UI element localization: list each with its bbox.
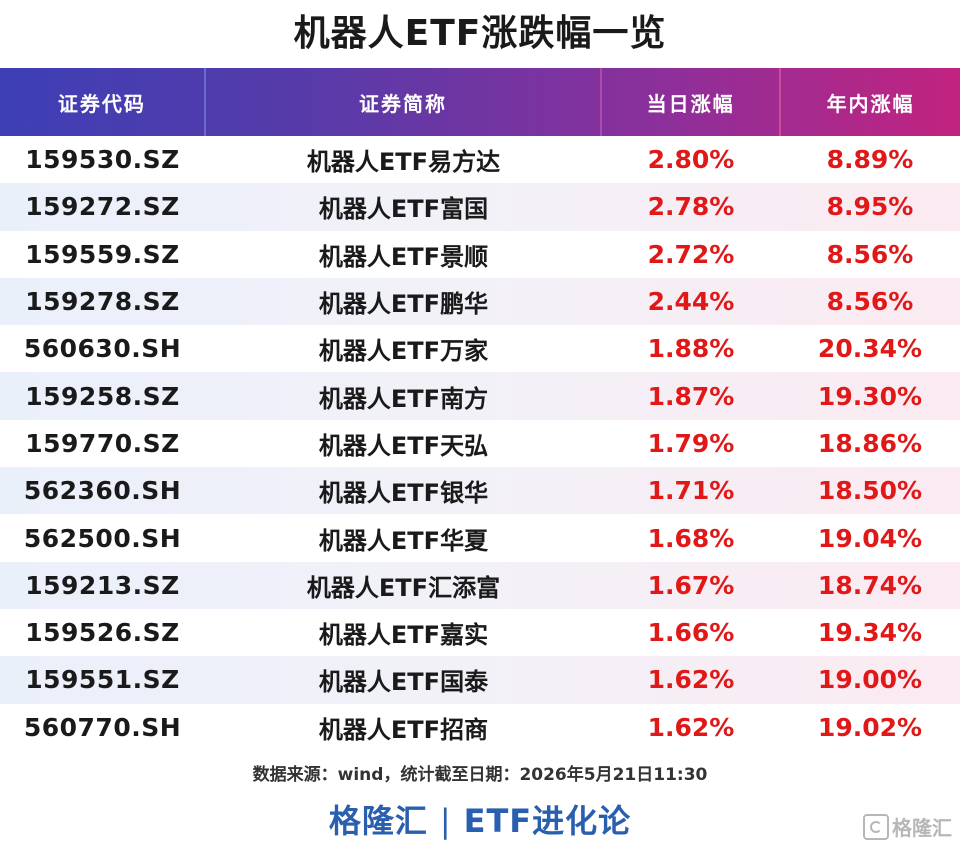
table-row: 560630.SH 机器人ETF万家 1.88% 20.34% — [0, 325, 960, 372]
cell-name: 机器人ETF国泰 — [318, 668, 489, 697]
table-row: 159258.SZ 机器人ETF南方 1.87% 19.30% — [0, 372, 960, 420]
cell-name: 机器人ETF嘉实 — [318, 621, 489, 650]
cell-day-change: 1.79% — [647, 428, 735, 458]
header-name: 证券简称 — [203, 68, 601, 136]
cell-ytd-change: 18.74% — [817, 570, 923, 600]
cell-code: 562500.SH — [23, 523, 182, 553]
cell-day-change: 2.44% — [647, 287, 735, 317]
cell-code: 159278.SZ — [25, 287, 180, 317]
cell-day-change: 1.88% — [647, 334, 735, 364]
header-day-change: 当日涨幅 — [600, 68, 779, 136]
table-row: 159770.SZ 机器人ETF天弘 1.79% 18.86% — [0, 420, 960, 467]
cell-code: 159272.SZ — [25, 192, 180, 222]
cell-ytd-change: 8.56% — [826, 239, 914, 269]
table-header: 证券代码 证券简称 当日涨幅 年内涨幅 — [0, 68, 960, 136]
watermark: 格隆汇 — [863, 812, 952, 841]
table-row: 159526.SZ 机器人ETF嘉实 1.66% 19.34% — [0, 609, 960, 656]
cell-name: 机器人ETF南方 — [318, 384, 489, 413]
header-ytd-change: 年内涨幅 — [779, 68, 960, 136]
cell-name: 机器人ETF银华 — [318, 479, 489, 508]
cell-code: 159770.SZ — [25, 428, 180, 458]
cell-code: 159551.SZ — [25, 665, 180, 695]
cell-day-change: 1.71% — [647, 476, 735, 506]
cell-day-change: 2.72% — [647, 239, 735, 269]
cell-day-change: 1.67% — [647, 570, 735, 600]
header-code: 证券代码 — [57, 91, 146, 116]
cell-day-change: 1.62% — [647, 712, 735, 742]
table-row: 562360.SH 机器人ETF银华 1.71% 18.50% — [0, 467, 960, 515]
cell-code: 159559.SZ — [25, 239, 180, 269]
table-row: 562500.SH 机器人ETF华夏 1.68% 19.04% — [0, 514, 960, 561]
cell-ytd-change: 19.00% — [817, 665, 923, 695]
cell-name: 机器人ETF富国 — [318, 195, 489, 224]
cell-name: 机器人ETF汇添富 — [306, 573, 501, 602]
footer-brand-name: 格隆汇 — [328, 802, 428, 840]
table-row: 159213.SZ 机器人ETF汇添富 1.67% 18.74% — [0, 561, 960, 609]
cell-day-change: 2.80% — [647, 145, 735, 175]
cell-code: 159213.SZ — [25, 570, 180, 600]
cell-ytd-change: 20.34% — [817, 334, 923, 364]
cell-code: 560630.SH — [23, 334, 182, 364]
table-row: 159278.SZ 机器人ETF鹏华 2.44% 8.56% — [0, 277, 960, 326]
cell-ytd-change: 19.04% — [817, 523, 923, 553]
data-source-note: 数据来源：wind，统计截至日期：2026年5月21日11:30 — [252, 765, 708, 785]
table-body: 159530.SZ 机器人ETF易方达 2.80% 8.89% 159272.SZ 机器人… — [0, 136, 960, 751]
footer-column-name: ETF进化论 — [463, 802, 632, 840]
footer-brand: 格隆汇 | ETF进化论 — [0, 796, 960, 842]
table-row: 159530.SZ 机器人ETF易方达 2.80% 8.89% — [0, 136, 960, 183]
cell-day-change: 1.62% — [647, 665, 735, 695]
cell-day-change: 1.87% — [647, 381, 735, 411]
cell-name: 机器人ETF华夏 — [318, 526, 489, 555]
cell-ytd-change: 18.50% — [817, 476, 923, 506]
cell-name: 机器人ETF易方达 — [306, 148, 501, 177]
cell-code: 159530.SZ — [25, 145, 180, 175]
cell-name: 机器人ETF景顺 — [318, 242, 489, 271]
cell-day-change: 2.78% — [647, 192, 735, 222]
footer-separator: | — [439, 802, 452, 840]
cell-code: 159258.SZ — [25, 381, 180, 411]
watermark-text: 格隆汇 — [892, 816, 952, 840]
cell-name: 机器人ETF万家 — [318, 337, 489, 366]
cell-name: 机器人ETF天弘 — [318, 431, 489, 460]
page-title: 机器人ETF涨跌幅一览 — [293, 13, 667, 54]
cell-ytd-change: 19.02% — [817, 712, 923, 742]
cell-day-change: 1.68% — [647, 523, 735, 553]
cell-ytd-change: 19.30% — [817, 381, 923, 411]
cell-name: 机器人ETF鹏华 — [318, 290, 489, 319]
cell-ytd-change: 18.86% — [817, 428, 923, 458]
cell-code: 562360.SH — [23, 476, 182, 506]
cell-ytd-change: 19.34% — [817, 618, 923, 648]
table-row: 560770.SH 机器人ETF招商 1.62% 19.02% — [0, 704, 960, 751]
gelonghui-logo-icon — [863, 813, 889, 840]
table-row: 159551.SZ 机器人ETF国泰 1.62% 19.00% — [0, 656, 960, 704]
table-row: 159559.SZ 机器人ETF景顺 2.72% 8.56% — [0, 231, 960, 278]
cell-code: 159526.SZ — [25, 618, 180, 648]
cell-ytd-change: 8.95% — [826, 192, 914, 222]
cell-name: 机器人ETF招商 — [318, 715, 489, 744]
etf-table: 证券代码 证券简称 当日涨幅 年内涨幅 159530.SZ 机器人ETF易方达 2.… — [0, 68, 960, 751]
cell-code: 560770.SH — [23, 712, 182, 742]
cell-day-change: 1.66% — [647, 618, 735, 648]
cell-ytd-change: 8.56% — [826, 287, 914, 317]
table-row: 159272.SZ 机器人ETF富国 2.78% 8.95% — [0, 183, 960, 231]
cell-ytd-change: 8.89% — [826, 145, 914, 175]
